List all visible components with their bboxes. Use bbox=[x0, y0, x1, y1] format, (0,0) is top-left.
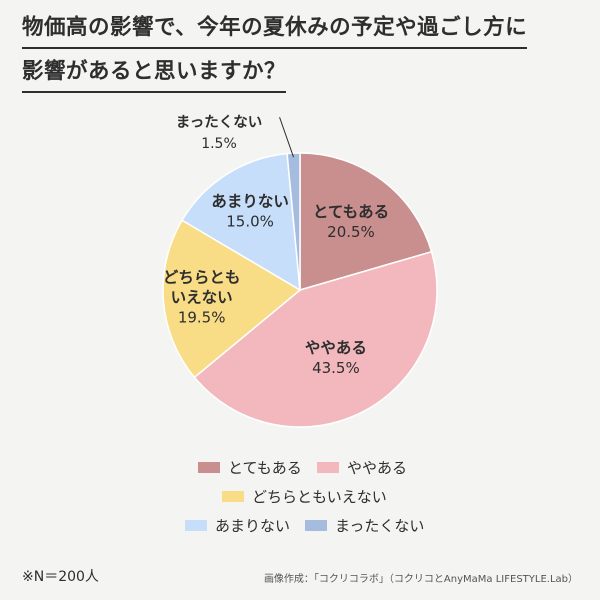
pie-slice-0 bbox=[299, 152, 433, 291]
slice-label: とてもある bbox=[313, 203, 389, 221]
slice-value-label: 15.0% bbox=[226, 212, 274, 230]
slice-value-label: 43.5% bbox=[312, 359, 360, 377]
sample-size-note: ※N＝200人 bbox=[22, 569, 99, 585]
chart-title: 物価高の影響で、今年の夏休みの予定や過ごし方に 影響があると思いますか？ bbox=[22, 14, 582, 102]
slice-label: ややある bbox=[305, 339, 367, 357]
slice-value-label: 20.5% bbox=[327, 223, 375, 241]
image-credit: 画像作成：「コクリコラボ」（コクリコとAnyMaMa LIFESTYLE.Lab… bbox=[263, 574, 578, 585]
slice-label: あまりない bbox=[211, 192, 289, 210]
slice-label: いえない bbox=[171, 289, 233, 307]
title-line-2: 影響があると思いますか？ bbox=[22, 58, 287, 93]
pie-slice-4 bbox=[286, 152, 301, 291]
slice-value-label: 1.5% bbox=[201, 136, 237, 152]
pie-slice-2 bbox=[162, 219, 302, 379]
slice-label: どちらとも bbox=[163, 269, 241, 287]
leader-line bbox=[279, 116, 295, 158]
pie-slice-3 bbox=[181, 152, 301, 292]
title-line-1: 物価高の影響で、今年の夏休みの予定や過ごし方に bbox=[22, 14, 528, 49]
slice-label: まったくない bbox=[176, 114, 262, 131]
pie-slice-1 bbox=[193, 250, 438, 428]
slice-value-label: 19.5% bbox=[178, 309, 226, 327]
